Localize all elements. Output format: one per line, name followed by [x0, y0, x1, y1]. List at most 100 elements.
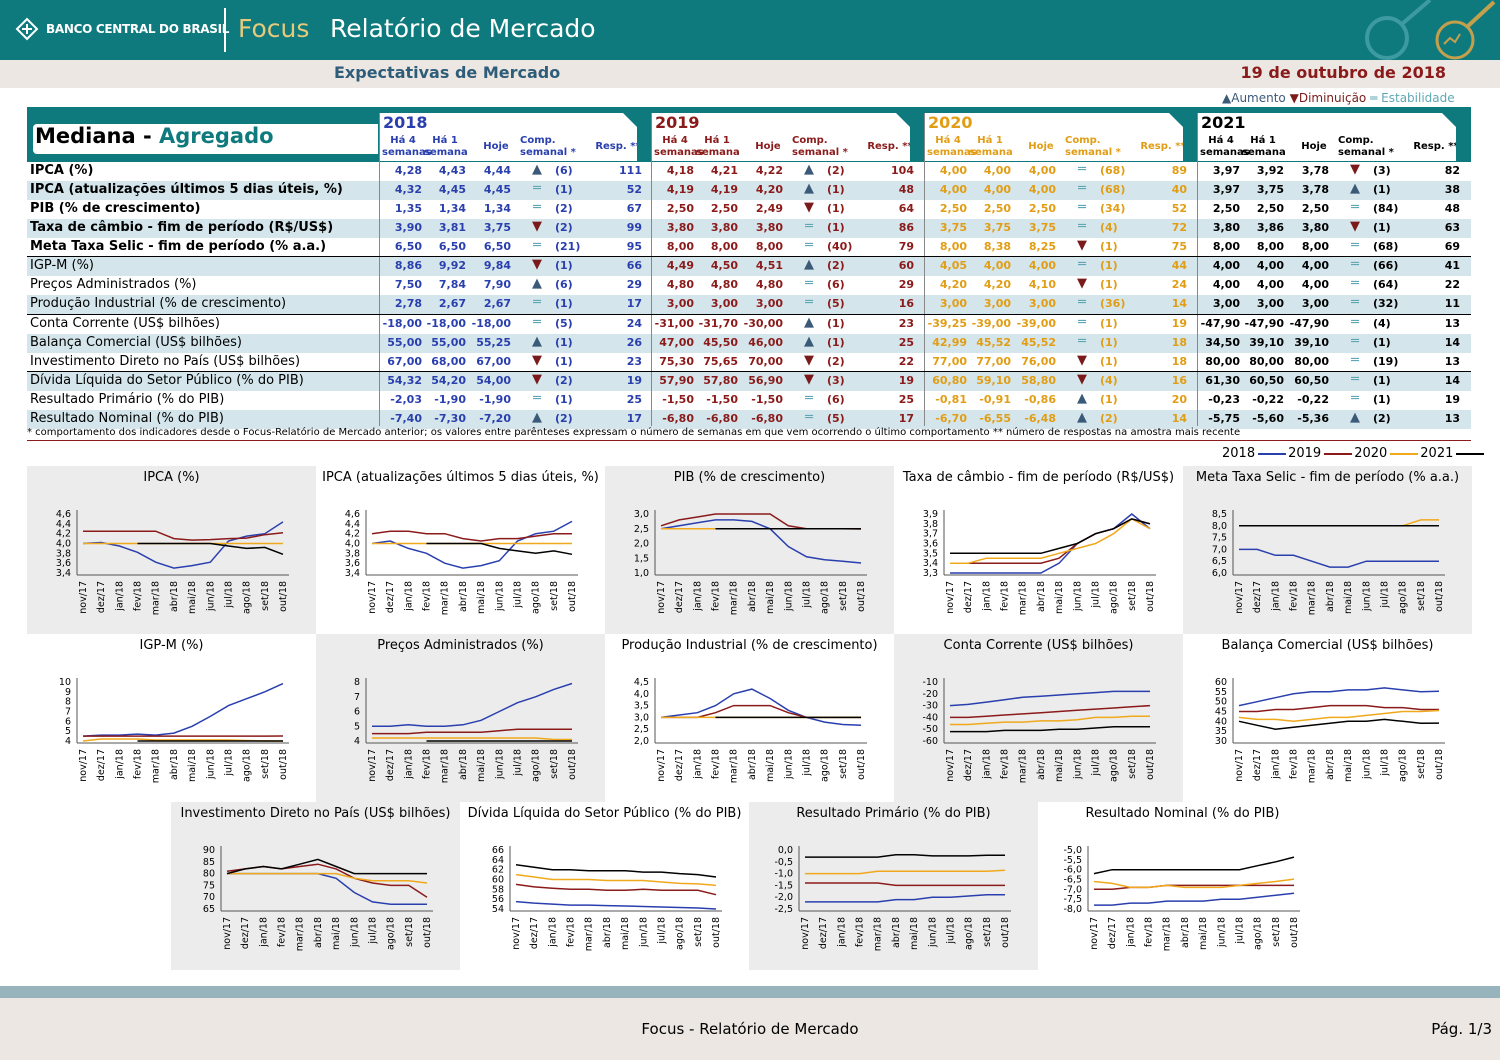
- table-row: Conta Corrente (US$ bilhões) -18,00 -18,00…: [27, 315, 1471, 334]
- chart-title: Balança Comercial (US$ bilhões): [1221, 638, 1434, 653]
- stable-icon: ═: [805, 391, 813, 406]
- row-label: Dívida Líquida do Setor Público (% do PI…: [30, 373, 304, 388]
- y-tick-label: -5,5: [1063, 855, 1082, 866]
- column-header-h1: Há 1 semana: [1242, 135, 1286, 158]
- y-tick-label: -20: [922, 689, 938, 700]
- value-hoje: 3,80: [1301, 221, 1329, 234]
- column-header-h4: Há 4 semanas: [1200, 135, 1250, 158]
- x-tick-label: jun/18: [1072, 749, 1083, 780]
- x-tick-label: jul/18: [945, 917, 956, 945]
- weeks-count: (1): [827, 221, 845, 234]
- responses-count: 19: [898, 374, 914, 387]
- x-tick-label: fev/18: [422, 581, 433, 611]
- y-tick-label: 6: [354, 707, 360, 718]
- weeks-count: (1): [827, 202, 845, 215]
- value-h1: 7,84: [438, 278, 466, 291]
- x-tick-label: mar/18: [151, 581, 162, 615]
- y-tick-label: 56: [492, 894, 504, 905]
- legend-line: [1324, 452, 1353, 455]
- year-label: 2021: [1201, 113, 1246, 132]
- value-hoje: 9,84: [483, 259, 511, 272]
- y-tick-label: 4,4: [56, 519, 71, 530]
- year-label: 2018: [383, 113, 428, 132]
- responses-count: 82: [1444, 164, 1460, 177]
- series-line-2020: [515, 873, 717, 887]
- y-tick-label: 4,4: [345, 519, 360, 530]
- x-tick-label: fev/18: [1289, 749, 1300, 779]
- responses-count: 40: [1171, 183, 1187, 196]
- series-line-2018: [805, 894, 1005, 903]
- value-hoje: 3,78: [1301, 164, 1329, 177]
- series-line-2020: [1093, 878, 1295, 889]
- x-tick-label: jul/18: [512, 581, 523, 609]
- value-h1: 3,00: [1256, 297, 1284, 310]
- x-tick-label: jan/18: [1270, 749, 1281, 780]
- responses-count: 22: [1444, 278, 1460, 291]
- increase-icon: ▲: [532, 410, 542, 425]
- y-tick-label: 3,8: [345, 548, 360, 559]
- value-h4: -7,40: [390, 412, 422, 425]
- value-hoje: 4,00: [1301, 278, 1329, 291]
- value-hoje: 56,90: [748, 374, 783, 387]
- chart-title: PIB (% de crescimento): [673, 470, 826, 485]
- value-hoje: 4,51: [755, 259, 783, 272]
- series-line-2018: [660, 688, 862, 726]
- series-line-2019: [661, 704, 861, 719]
- x-tick-label: ago/18: [1109, 749, 1120, 782]
- group-separator: [27, 256, 1471, 257]
- decrease-icon: ▼: [532, 353, 542, 368]
- increase-icon: ▲: [804, 162, 814, 177]
- x-tick-label: ago/18: [964, 917, 975, 950]
- stable-icon: ═: [533, 315, 541, 330]
- y-tick-label: 62: [492, 865, 504, 876]
- weeks-count: (66): [1373, 259, 1399, 272]
- x-tick-label: nov/17: [945, 749, 956, 782]
- weeks-count: (40): [827, 240, 853, 253]
- value-h4: 42,99: [932, 336, 967, 349]
- value-h1: 8,00: [1256, 240, 1284, 253]
- column-separator: [924, 113, 925, 426]
- row-label: Preços Administrados (%): [30, 277, 197, 292]
- value-hoje: -1,90: [479, 393, 511, 406]
- x-tick-label: mar/18: [1018, 581, 1029, 615]
- x-tick-label: out/18: [856, 581, 867, 612]
- x-tick-label: jan/18: [403, 749, 414, 780]
- series-line-2018: [372, 682, 573, 728]
- decrease-icon: ▼: [532, 257, 542, 272]
- stable-icon: ═: [805, 410, 813, 425]
- value-h1: 4,43: [438, 164, 466, 177]
- x-tick-label: mar/18: [1307, 749, 1318, 783]
- table-row: Meta Taxa Selic - fim de período (% a.a.…: [27, 238, 1471, 257]
- weeks-count: (1): [1373, 336, 1391, 349]
- value-hoje: 3,00: [1028, 297, 1056, 310]
- increase-icon: ▲: [804, 257, 814, 272]
- column-header-h4: Há 4 semanas: [654, 135, 704, 158]
- x-tick-label: mai/18: [476, 581, 487, 614]
- series-line-2019: [83, 530, 284, 541]
- x-tick-label: jul/18: [1379, 581, 1390, 609]
- y-tick-label: 45: [1215, 707, 1227, 718]
- value-h4: -0,23: [1208, 393, 1240, 406]
- x-tick-label: ago/18: [820, 749, 831, 782]
- x-tick-label: out/18: [1000, 917, 1011, 948]
- x-tick-label: jun/18: [783, 749, 794, 780]
- weeks-count: (3): [1373, 164, 1391, 177]
- bcb-logo: BANCO CENTRAL DO BRASIL: [14, 16, 229, 42]
- series-line-2018: [950, 513, 1151, 574]
- weeks-count: (1): [827, 336, 845, 349]
- footer-bar: [0, 998, 1500, 1060]
- weeks-count: (1): [1100, 336, 1118, 349]
- value-h1: 2,50: [710, 202, 738, 215]
- series-line-2018: [1094, 892, 1295, 906]
- value-h4: -6,70: [935, 412, 967, 425]
- y-tick-label: -7,5: [1063, 894, 1082, 905]
- x-tick-label: jan/18: [258, 917, 269, 948]
- x-tick-label: out/18: [567, 749, 578, 780]
- stable-icon: ═: [533, 295, 541, 310]
- value-hoje: 1,34: [483, 202, 511, 215]
- weeks-count: (68): [1373, 240, 1399, 253]
- x-tick-label: jan/18: [692, 581, 703, 612]
- value-hoje: 4,22: [755, 164, 783, 177]
- x-tick-label: abr/18: [169, 581, 180, 612]
- decrease-icon: ▼: [1077, 372, 1087, 387]
